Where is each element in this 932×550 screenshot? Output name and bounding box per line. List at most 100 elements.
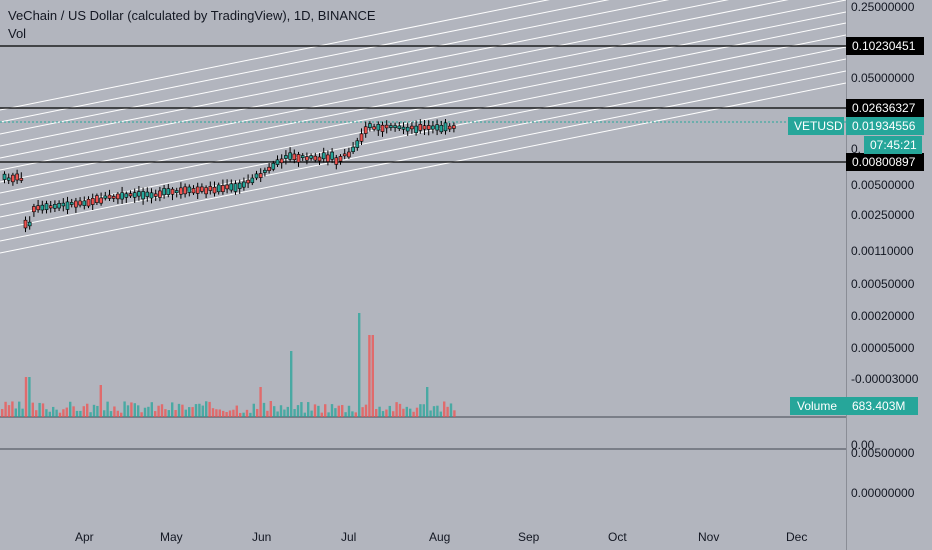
candle [48, 205, 53, 209]
candle [86, 198, 91, 207]
volume-bar [443, 401, 446, 417]
volume-bar [96, 405, 99, 417]
volume-bar [89, 412, 92, 417]
volume-bar [188, 407, 191, 417]
candle [78, 200, 82, 206]
volume-bar [381, 411, 385, 417]
volume-bar [52, 406, 55, 417]
volume-bar [38, 402, 41, 417]
volume-bar [154, 411, 157, 417]
volume-bar [239, 412, 242, 417]
volume-bar [18, 401, 21, 417]
candle [120, 192, 124, 200]
volume-bar [412, 411, 415, 417]
volume-bar [116, 410, 119, 417]
volume-bar [24, 377, 28, 417]
candle [279, 158, 284, 164]
volume-bar [252, 403, 255, 417]
candle [111, 196, 116, 199]
candle [292, 153, 297, 160]
volume-bar [317, 405, 320, 417]
volume-bar [72, 406, 75, 417]
volume-bar [208, 401, 211, 417]
candle [200, 186, 204, 192]
volume-bar [388, 405, 391, 417]
horizontal-line-label[interactable]: 0.02636327 [846, 99, 924, 117]
candle [305, 156, 309, 161]
volume-bar [65, 407, 68, 417]
volume-bar [140, 412, 143, 417]
candle [74, 200, 78, 208]
volume-bar [310, 410, 313, 417]
candle [132, 192, 137, 198]
volume-bar [225, 412, 228, 417]
candle [422, 125, 427, 130]
candle [355, 140, 360, 148]
candle [65, 201, 70, 210]
candle [284, 155, 288, 159]
candle [426, 125, 431, 130]
volume-bar [103, 410, 106, 417]
month-label: Sep [518, 530, 540, 544]
candle [174, 190, 179, 194]
volume-bar [286, 406, 289, 417]
chart-pane[interactable]: VeChain / US Dollar (calculated by Tradi… [0, 0, 846, 550]
volume-bar [354, 412, 357, 417]
candle [368, 123, 372, 128]
volume-bar [109, 411, 113, 417]
candle [204, 187, 208, 195]
volume-bar [86, 403, 89, 417]
price-tick: 0.00000000 [851, 486, 915, 500]
volume-bar [171, 402, 174, 417]
candle [258, 173, 263, 178]
volume-bar [75, 410, 79, 417]
volume-bar [405, 406, 408, 417]
horizontal-line-label[interactable]: 0.00800897 [846, 153, 924, 171]
price-scale[interactable]: 0.25000000 0.05000000 0. 0.00500000 0.00… [846, 0, 932, 550]
price-tick: 0.25000000 [851, 0, 915, 14]
candle [107, 194, 112, 199]
volume-bar [123, 401, 126, 417]
volume-bar [375, 409, 378, 417]
volume-bar [269, 401, 272, 417]
volume-bar [296, 405, 300, 417]
volume-bar [293, 409, 296, 417]
candle [237, 182, 242, 189]
candle [11, 174, 15, 183]
horizontal-line-label[interactable]: 0.10230451 [846, 37, 924, 55]
candle [99, 197, 103, 204]
channel-line [0, 0, 789, 159]
candle [32, 206, 36, 213]
candle [40, 204, 45, 211]
volume-bar [106, 401, 109, 417]
volume-bar [92, 404, 96, 417]
candle [389, 125, 393, 128]
candle [69, 202, 74, 205]
candle [44, 203, 49, 210]
volume-bar [31, 402, 34, 417]
price-tick: 0.00500000 [851, 178, 915, 192]
candle [300, 155, 305, 158]
candle [145, 191, 150, 197]
candle [267, 166, 271, 171]
volume-bar [262, 402, 266, 417]
price-tick: 0.00020000 [851, 309, 915, 323]
candle [384, 124, 389, 129]
candle [439, 125, 444, 133]
candle [216, 184, 221, 193]
volume-bar [337, 405, 340, 417]
month-label: Aug [429, 530, 451, 544]
volume-bar [303, 412, 306, 417]
candle [103, 195, 108, 199]
candle [6, 177, 11, 181]
price-tick: 0.00050000 [851, 277, 915, 291]
candle [397, 125, 402, 129]
volume-bar [177, 403, 181, 417]
time-axis[interactable]: Apr May Jun Jul Aug Sep Oct Nov Dec [0, 520, 846, 550]
volume-bar [218, 409, 221, 417]
candle [166, 188, 171, 195]
candle [330, 151, 334, 160]
chart-canvas[interactable] [0, 0, 846, 550]
volume-bar [58, 412, 62, 417]
volume-bar [385, 409, 388, 417]
